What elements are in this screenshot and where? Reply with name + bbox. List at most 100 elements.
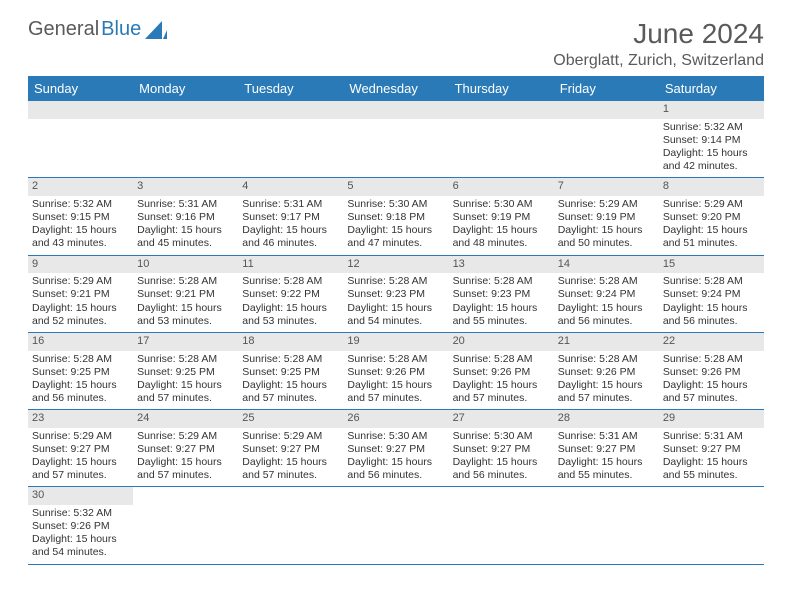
day-number: 26 — [343, 410, 448, 428]
day-line-sr: Sunrise: 5:28 AM — [663, 353, 760, 366]
calendar-day-cell: 14Sunrise: 5:28 AMSunset: 9:24 PMDayligh… — [554, 256, 659, 332]
day-line-ss: Sunset: 9:24 PM — [663, 288, 760, 301]
calendar-week-row: 30Sunrise: 5:32 AMSunset: 9:26 PMDayligh… — [28, 487, 764, 564]
calendar-day-cell — [133, 487, 238, 563]
calendar-day-cell: 7Sunrise: 5:29 AMSunset: 9:19 PMDaylight… — [554, 178, 659, 254]
day-line-d2: and 57 minutes. — [453, 392, 550, 405]
day-line-d2: and 57 minutes. — [558, 392, 655, 405]
day-line-ss: Sunset: 9:27 PM — [32, 443, 129, 456]
day-line-sr: Sunrise: 5:29 AM — [32, 275, 129, 288]
day-number: 4 — [238, 178, 343, 196]
day-line-ss: Sunset: 9:26 PM — [663, 366, 760, 379]
calendar-day-cell — [449, 101, 554, 177]
title-block: June 2024 Oberglatt, Zurich, Switzerland — [553, 18, 764, 70]
day-line-d2: and 57 minutes. — [347, 392, 444, 405]
calendar-day-cell: 20Sunrise: 5:28 AMSunset: 9:26 PMDayligh… — [449, 333, 554, 409]
day-line-sr: Sunrise: 5:28 AM — [558, 275, 655, 288]
day-content: Sunrise: 5:31 AMSunset: 9:27 PMDaylight:… — [554, 428, 659, 487]
day-line-d1: Daylight: 15 hours — [347, 302, 444, 315]
day-line-d1: Daylight: 15 hours — [242, 456, 339, 469]
day-number: 18 — [238, 333, 343, 351]
day-number-empty — [28, 101, 133, 119]
day-content: Sunrise: 5:28 AMSunset: 9:24 PMDaylight:… — [554, 273, 659, 332]
calendar-day-cell — [449, 487, 554, 563]
day-number-empty — [449, 101, 554, 119]
calendar-day-cell: 17Sunrise: 5:28 AMSunset: 9:25 PMDayligh… — [133, 333, 238, 409]
day-line-sr: Sunrise: 5:28 AM — [137, 275, 234, 288]
day-line-sr: Sunrise: 5:29 AM — [242, 430, 339, 443]
calendar-day-cell: 24Sunrise: 5:29 AMSunset: 9:27 PMDayligh… — [133, 410, 238, 486]
day-number: 22 — [659, 333, 764, 351]
calendar-day-cell: 1Sunrise: 5:32 AMSunset: 9:14 PMDaylight… — [659, 101, 764, 177]
day-line-d1: Daylight: 15 hours — [663, 456, 760, 469]
day-content: Sunrise: 5:31 AMSunset: 9:27 PMDaylight:… — [659, 428, 764, 487]
calendar-week-row: 16Sunrise: 5:28 AMSunset: 9:25 PMDayligh… — [28, 333, 764, 410]
day-line-sr: Sunrise: 5:30 AM — [453, 430, 550, 443]
day-line-sr: Sunrise: 5:28 AM — [137, 353, 234, 366]
day-content: Sunrise: 5:28 AMSunset: 9:25 PMDaylight:… — [133, 351, 238, 410]
day-line-d2: and 53 minutes. — [137, 315, 234, 328]
day-number: 27 — [449, 410, 554, 428]
calendar-body: 1Sunrise: 5:32 AMSunset: 9:14 PMDaylight… — [28, 101, 764, 565]
day-number: 24 — [133, 410, 238, 428]
day-line-sr: Sunrise: 5:28 AM — [32, 353, 129, 366]
day-line-sr: Sunrise: 5:31 AM — [137, 198, 234, 211]
day-line-ss: Sunset: 9:23 PM — [347, 288, 444, 301]
day-line-d2: and 55 minutes. — [558, 469, 655, 482]
day-content: Sunrise: 5:28 AMSunset: 9:21 PMDaylight:… — [133, 273, 238, 332]
day-line-d1: Daylight: 15 hours — [663, 224, 760, 237]
calendar-day-cell: 9Sunrise: 5:29 AMSunset: 9:21 PMDaylight… — [28, 256, 133, 332]
day-number: 5 — [343, 178, 448, 196]
day-line-sr: Sunrise: 5:30 AM — [347, 430, 444, 443]
day-line-d2: and 57 minutes. — [242, 392, 339, 405]
day-number: 14 — [554, 256, 659, 274]
day-line-d1: Daylight: 15 hours — [453, 456, 550, 469]
day-line-sr: Sunrise: 5:28 AM — [242, 353, 339, 366]
day-content: Sunrise: 5:29 AMSunset: 9:27 PMDaylight:… — [238, 428, 343, 487]
calendar-day-cell: 16Sunrise: 5:28 AMSunset: 9:25 PMDayligh… — [28, 333, 133, 409]
calendar-day-cell — [343, 487, 448, 563]
day-line-sr: Sunrise: 5:28 AM — [453, 353, 550, 366]
day-content: Sunrise: 5:28 AMSunset: 9:26 PMDaylight:… — [554, 351, 659, 410]
day-line-d1: Daylight: 15 hours — [242, 379, 339, 392]
day-line-d2: and 50 minutes. — [558, 237, 655, 250]
calendar-day-cell: 5Sunrise: 5:30 AMSunset: 9:18 PMDaylight… — [343, 178, 448, 254]
day-content: Sunrise: 5:28 AMSunset: 9:26 PMDaylight:… — [449, 351, 554, 410]
day-number: 21 — [554, 333, 659, 351]
day-line-d2: and 43 minutes. — [32, 237, 129, 250]
day-line-sr: Sunrise: 5:31 AM — [242, 198, 339, 211]
day-line-d2: and 56 minutes. — [347, 469, 444, 482]
day-line-d2: and 54 minutes. — [347, 315, 444, 328]
day-line-d2: and 51 minutes. — [663, 237, 760, 250]
day-number: 15 — [659, 256, 764, 274]
day-line-d2: and 46 minutes. — [242, 237, 339, 250]
day-line-ss: Sunset: 9:21 PM — [137, 288, 234, 301]
day-number: 23 — [28, 410, 133, 428]
day-line-ss: Sunset: 9:15 PM — [32, 211, 129, 224]
day-line-d1: Daylight: 15 hours — [32, 533, 129, 546]
day-line-d1: Daylight: 15 hours — [242, 302, 339, 315]
day-line-sr: Sunrise: 5:30 AM — [347, 198, 444, 211]
day-line-ss: Sunset: 9:25 PM — [32, 366, 129, 379]
day-line-d1: Daylight: 15 hours — [137, 224, 234, 237]
calendar-day-cell — [238, 487, 343, 563]
day-line-d2: and 53 minutes. — [242, 315, 339, 328]
day-line-ss: Sunset: 9:20 PM — [663, 211, 760, 224]
day-number-empty — [554, 101, 659, 119]
day-number: 3 — [133, 178, 238, 196]
day-line-d1: Daylight: 15 hours — [347, 379, 444, 392]
day-label-thursday: Thursday — [449, 76, 554, 101]
calendar-day-cell: 6Sunrise: 5:30 AMSunset: 9:19 PMDaylight… — [449, 178, 554, 254]
day-line-d2: and 57 minutes. — [32, 469, 129, 482]
calendar-day-cell: 26Sunrise: 5:30 AMSunset: 9:27 PMDayligh… — [343, 410, 448, 486]
day-line-sr: Sunrise: 5:29 AM — [663, 198, 760, 211]
day-content: Sunrise: 5:32 AMSunset: 9:15 PMDaylight:… — [28, 196, 133, 255]
day-line-sr: Sunrise: 5:32 AM — [663, 121, 760, 134]
day-line-d1: Daylight: 15 hours — [558, 224, 655, 237]
day-line-d2: and 57 minutes. — [137, 469, 234, 482]
day-number: 6 — [449, 178, 554, 196]
day-line-ss: Sunset: 9:24 PM — [558, 288, 655, 301]
calendar-day-cell: 27Sunrise: 5:30 AMSunset: 9:27 PMDayligh… — [449, 410, 554, 486]
day-line-d1: Daylight: 15 hours — [347, 224, 444, 237]
day-content: Sunrise: 5:30 AMSunset: 9:19 PMDaylight:… — [449, 196, 554, 255]
